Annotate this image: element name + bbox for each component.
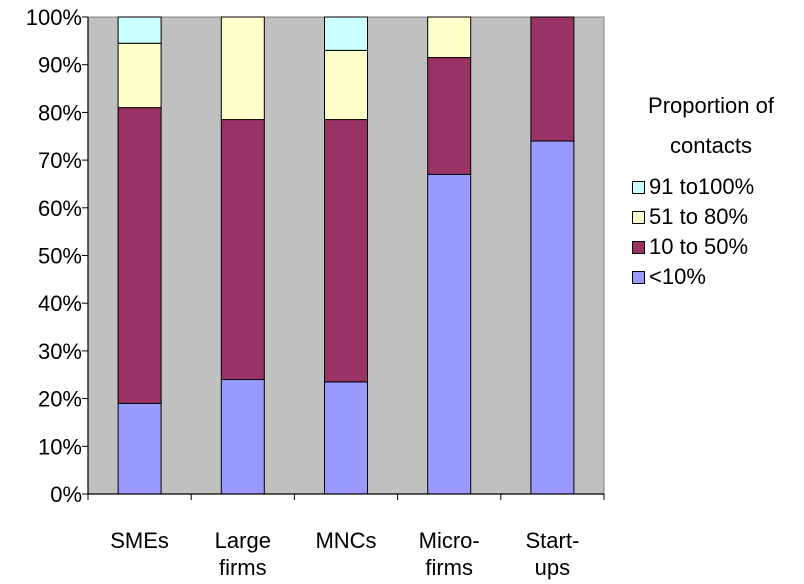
legend-title-line-2: contacts [670, 133, 752, 158]
legend-item-10-to-50: 10 to 50% [632, 232, 804, 262]
bar-segment [324, 49, 368, 121]
legend-swatch [632, 180, 645, 194]
x-category-label: MNCs [315, 528, 376, 553]
bar-segment [117, 107, 162, 404]
bar-segment [427, 173, 472, 495]
y-tick-label: 60% [38, 196, 82, 221]
bar-segment [427, 16, 472, 59]
x-category-label: Start-ups [526, 528, 580, 580]
bar-segment [530, 16, 575, 142]
bar-segment [324, 16, 368, 51]
legend-title-line-1: Proportion of [648, 93, 774, 118]
x-category-label-line: Micro- [419, 528, 480, 553]
y-tick-label: 70% [38, 148, 82, 173]
y-tick-label: 100% [26, 5, 82, 30]
legend-item-91-to-100: 91 to100% [632, 172, 804, 202]
x-category-label: Micro-firms [419, 528, 480, 580]
bar-segment [117, 16, 162, 44]
legend: Proportion of contacts 91 to100% 51 to 8… [618, 86, 804, 292]
bar-segment [427, 57, 472, 175]
x-category-label: Large firms [215, 528, 271, 580]
x-category-label-line: Start- [526, 528, 580, 553]
x-category-label-line: firms [219, 555, 267, 580]
legend-swatch [632, 270, 645, 284]
legend-item-51-to-80: 51 to 80% [632, 202, 804, 232]
bar-segment [220, 119, 265, 381]
bar-segment [117, 42, 162, 109]
bars-group [117, 16, 575, 495]
bar-segment [220, 16, 265, 121]
y-tick-label: 50% [38, 244, 82, 269]
legend-item-under-10: <10% [632, 262, 804, 292]
y-tick-label: 0% [50, 482, 82, 507]
legend-label: 91 to100% [649, 174, 755, 199]
legend-label: 10 to 50% [649, 234, 749, 259]
bar-segment [117, 402, 162, 495]
legend-swatch [632, 240, 645, 254]
y-axis: 0% 10% 20% 30% 40% 50% 60% 70% 80% 90% 100% [26, 5, 89, 507]
x-category-label-line: firms [425, 555, 473, 580]
y-tick-label: 30% [38, 339, 82, 364]
x-category-label: SMEs [110, 528, 169, 553]
legend-label: <10% [649, 264, 706, 289]
legend-label: 51 to 80% [649, 204, 749, 229]
x-category-label-line: ups [535, 555, 570, 580]
x-category-label-line: Large [215, 528, 271, 553]
y-tick-label: 10% [38, 434, 82, 459]
legend-swatch [632, 210, 645, 224]
legend-title: Proportion of contacts [618, 86, 804, 166]
x-category-label-line: MNCs [315, 528, 376, 553]
bar-segment [220, 379, 265, 495]
x-category-label-line: SMEs [110, 528, 169, 553]
y-tick-label: 20% [38, 387, 82, 412]
y-tick-label: 40% [38, 291, 82, 316]
bar-segment [530, 140, 575, 495]
y-tick-label: 80% [38, 100, 82, 125]
bar-segment [324, 119, 368, 383]
y-tick-label: 90% [38, 53, 82, 78]
bar-segment [324, 381, 368, 495]
